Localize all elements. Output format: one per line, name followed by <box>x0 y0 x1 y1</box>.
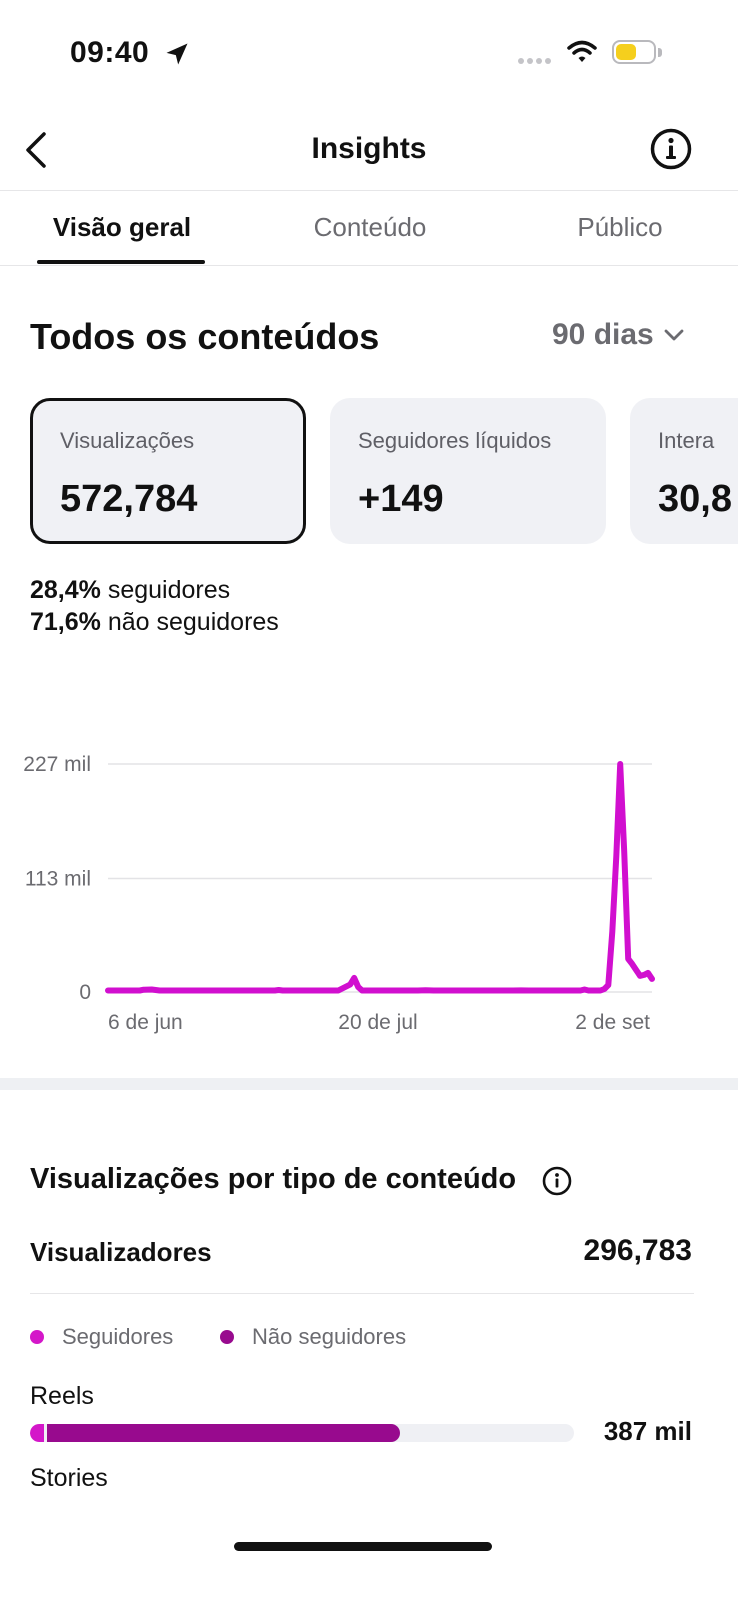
metric-card-value: +149 <box>358 478 444 520</box>
y-tick-label: 227 mil <box>23 753 91 776</box>
tabs-divider <box>0 265 738 266</box>
chart-x-axis: 6 de jun 20 de jul 2 de set <box>108 1011 650 1034</box>
reels-value: 387 mil <box>603 1416 692 1446</box>
content-type-title: Visualizações por tipo de conteúdo <box>30 1163 517 1195</box>
metric-card-label: Visualizações <box>60 428 195 453</box>
legend-label: Seguidores <box>62 1324 174 1349</box>
metric-card-label: Seguidores líquidos <box>358 428 552 453</box>
x-tick-label: 6 de jun <box>108 1011 183 1034</box>
tab-content[interactable]: Conteúdo <box>313 212 427 242</box>
viewers-label: Visualizadores <box>30 1237 212 1267</box>
date-range-label: 90 dias <box>552 318 654 351</box>
legend-nonfollowers: Não seguidores <box>220 1324 406 1350</box>
battery-level <box>616 44 636 60</box>
followers-percentage: 28,4% <box>30 576 101 604</box>
views-breakdown: 28,4% seguidores 71,6% não seguidores <box>30 574 279 638</box>
legend-label: Não seguidores <box>252 1324 407 1349</box>
x-tick-label: 2 de set <box>575 1011 650 1034</box>
reels-followers-bar <box>30 1424 44 1442</box>
metric-card-value: 572,784 <box>60 478 198 520</box>
metric-card-value: 30,8 <box>658 478 732 520</box>
cellular-signal-icon <box>518 58 551 64</box>
views-series-line <box>105 761 655 994</box>
active-tab-indicator <box>37 260 205 264</box>
info-icon[interactable] <box>542 1166 572 1196</box>
metric-card-label: Intera <box>658 428 715 453</box>
date-range-dropdown[interactable]: 90 dias <box>552 318 684 352</box>
nonfollowers-percentage: 71,6% <box>30 608 101 636</box>
nonfollowers-text: não seguidores <box>107 608 279 636</box>
metric-card-net-followers[interactable]: Seguidores líquidos +149 <box>330 398 606 544</box>
wifi-icon <box>567 40 597 62</box>
location-arrow-icon <box>166 43 188 65</box>
header-divider <box>0 190 738 191</box>
legend-dot <box>220 1330 234 1344</box>
content-type-divider <box>30 1293 694 1294</box>
tab-overview[interactable]: Visão geral <box>52 212 192 242</box>
info-icon[interactable] <box>650 128 692 170</box>
home-indicator[interactable] <box>234 1542 492 1551</box>
views-line-chart[interactable]: 227 mil 113 mil 0 6 de jun 20 de jul 2 de se… <box>0 740 738 1040</box>
viewers-value: 296,783 <box>583 1234 692 1267</box>
reels-nonfollowers-bar <box>46 1424 400 1442</box>
y-tick-label: 113 mil <box>25 868 91 891</box>
legend-dot <box>30 1330 44 1344</box>
metric-card-interactions[interactable]: Intera 30,8 <box>630 398 738 544</box>
back-arrow-icon[interactable] <box>20 128 52 172</box>
y-tick-label: 0 <box>79 981 91 1004</box>
chart-gridlines <box>108 763 652 993</box>
battery-tip <box>658 48 662 57</box>
page-title: Insights <box>311 132 427 165</box>
chart-y-axis: 227 mil 113 mil 0 <box>23 753 91 1004</box>
reels-bar[interactable] <box>30 1424 574 1442</box>
chevron-down-icon <box>664 329 684 341</box>
reels-label: Reels <box>30 1382 94 1410</box>
followers-text: seguidores <box>107 576 231 604</box>
metric-card-views[interactable]: Visualizações 572,784 <box>30 398 306 544</box>
battery-icon <box>612 40 656 64</box>
section-divider <box>0 1078 738 1090</box>
x-tick-label: 20 de jul <box>338 1011 417 1034</box>
stories-label: Stories <box>30 1464 108 1492</box>
status-time: 09:40 <box>70 36 150 69</box>
legend-followers: Seguidores <box>30 1324 173 1350</box>
tab-audience[interactable]: Público <box>577 212 663 242</box>
section-title: Todos os conteúdos <box>30 316 380 357</box>
